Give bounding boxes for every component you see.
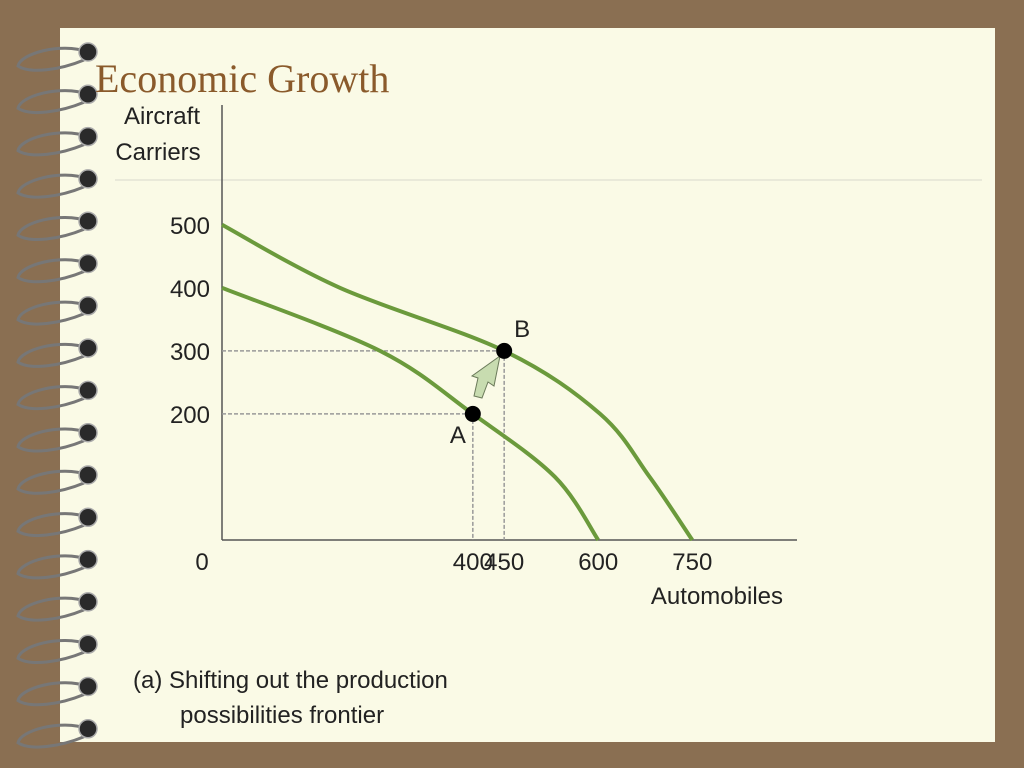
x-tick-label: 750 bbox=[672, 549, 712, 576]
ring-hole bbox=[78, 676, 98, 697]
ppf-curve bbox=[221, 285, 600, 542]
ring-hole bbox=[78, 296, 98, 316]
x-tick-label: 600 bbox=[578, 549, 618, 576]
ring-hole bbox=[78, 169, 98, 189]
x-tick-label: 400 bbox=[453, 549, 493, 576]
y-tick-label: 500 bbox=[170, 213, 210, 240]
x-axis-label: Automobiles bbox=[651, 583, 783, 610]
slide-page bbox=[60, 28, 995, 742]
ring bbox=[16, 300, 89, 326]
ring-hole bbox=[78, 592, 98, 612]
y-tick-label: 200 bbox=[170, 402, 210, 429]
ring-hole bbox=[78, 634, 98, 654]
ring bbox=[16, 723, 89, 749]
ring bbox=[16, 46, 89, 72]
y-tick-label: 300 bbox=[170, 339, 210, 366]
point-label: B bbox=[514, 316, 530, 343]
y-axis-label: Aircraft bbox=[124, 103, 200, 130]
ring-hole bbox=[78, 380, 98, 401]
ring bbox=[16, 258, 89, 284]
ring-hole bbox=[78, 719, 98, 739]
shift-arrow bbox=[470, 354, 501, 399]
point bbox=[496, 342, 513, 359]
ring bbox=[16, 385, 89, 411]
ring bbox=[16, 89, 89, 115]
ring bbox=[16, 131, 89, 157]
ring bbox=[16, 427, 89, 453]
ring bbox=[16, 216, 89, 241]
y-tick-label: 400 bbox=[170, 276, 210, 303]
y-axis-label: Carriers bbox=[115, 139, 200, 166]
chart-title: Economic Growth bbox=[95, 56, 389, 101]
ring-hole bbox=[78, 253, 98, 274]
ring bbox=[16, 173, 89, 199]
ring-hole bbox=[78, 84, 98, 105]
ring bbox=[16, 342, 89, 368]
caption: (a) Shifting out the production bbox=[133, 667, 448, 694]
ring-hole bbox=[78, 422, 98, 443]
spiral-binding bbox=[16, 42, 98, 749]
ring bbox=[16, 596, 89, 622]
point-label: A bbox=[450, 422, 466, 449]
ring-hole bbox=[78, 465, 98, 485]
x-tick-label: 450 bbox=[484, 549, 524, 576]
ring bbox=[16, 469, 89, 495]
x-tick-label: 0 bbox=[195, 549, 208, 576]
ring bbox=[16, 512, 89, 538]
ring-hole bbox=[78, 126, 98, 147]
ring-hole bbox=[78, 42, 98, 62]
ring bbox=[16, 681, 89, 707]
ring-hole bbox=[78, 338, 98, 358]
ppf-curve bbox=[221, 223, 694, 542]
ring-hole bbox=[78, 549, 98, 570]
ring bbox=[16, 554, 89, 580]
ring bbox=[16, 639, 89, 664]
ring-hole bbox=[78, 211, 98, 231]
caption: possibilities frontier bbox=[180, 702, 384, 729]
ring-hole bbox=[78, 507, 98, 528]
point bbox=[464, 405, 481, 422]
